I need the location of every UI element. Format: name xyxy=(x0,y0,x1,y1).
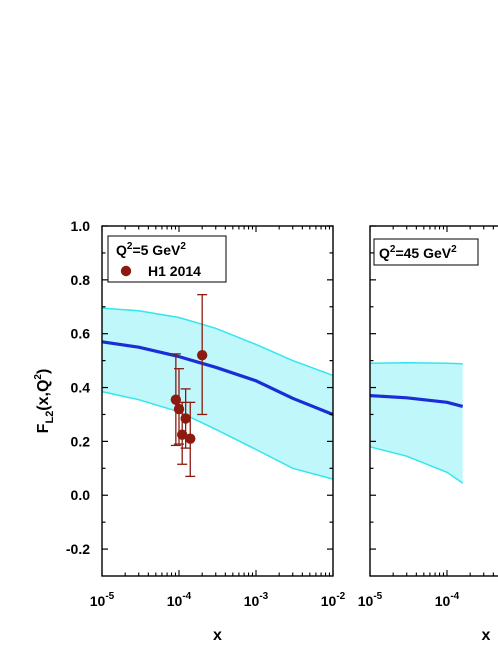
central-curve xyxy=(101,340,334,416)
panel-right: 10-5 10-4 x Q2=45 GeV2 xyxy=(358,225,498,644)
y-tick-label: 0.6 xyxy=(71,326,91,342)
uncertainty-band xyxy=(370,362,463,484)
q2-label: Q2=5 GeV2 xyxy=(116,241,186,258)
x-axis-title: x xyxy=(213,627,222,644)
data-point xyxy=(180,413,191,424)
band-lower-edge xyxy=(369,446,464,484)
plot-frame xyxy=(369,225,498,577)
y-tick-label: -0.2 xyxy=(66,541,90,557)
x-tick-label: 10-3 xyxy=(244,591,269,609)
legend-marker xyxy=(120,265,132,277)
y-tick-label: 0.8 xyxy=(71,272,91,288)
central-curve xyxy=(369,394,464,408)
q2-box xyxy=(373,238,479,266)
y-tick-label: 1.0 xyxy=(71,218,91,234)
data-point xyxy=(196,350,208,361)
y-tick-label: 0.0 xyxy=(71,487,91,503)
x-tick-label: 10-5 xyxy=(90,591,115,609)
x-tick-label: 10-4 xyxy=(167,591,192,609)
x-tick-label: 10-5 xyxy=(358,591,383,609)
band-upper-edge xyxy=(369,362,463,365)
data-point xyxy=(176,429,188,440)
legend-label: H1 2014 xyxy=(148,263,201,279)
x-axis-title: x xyxy=(482,627,491,644)
y-axis-title: FL2(x,Q2) xyxy=(33,369,56,434)
band-upper-edge xyxy=(101,307,334,377)
plot-frame xyxy=(101,225,334,577)
panel-left: 10-5 10-4 10-3 10-2 -0.2 0.0 0.2 0.4 0.6 0.8 1.0 FL… xyxy=(33,218,346,644)
q2-label: Q2=45 GeV2 xyxy=(379,244,457,261)
band-lower-edge xyxy=(101,390,334,480)
data-point xyxy=(185,433,196,444)
x-tick-label: 10-4 xyxy=(435,591,460,609)
uncertainty-band xyxy=(102,308,333,480)
y-tick-label: 0.2 xyxy=(71,433,91,449)
y-tick-label: 0.4 xyxy=(71,380,91,396)
x-tick-label: 10-2 xyxy=(321,591,346,609)
